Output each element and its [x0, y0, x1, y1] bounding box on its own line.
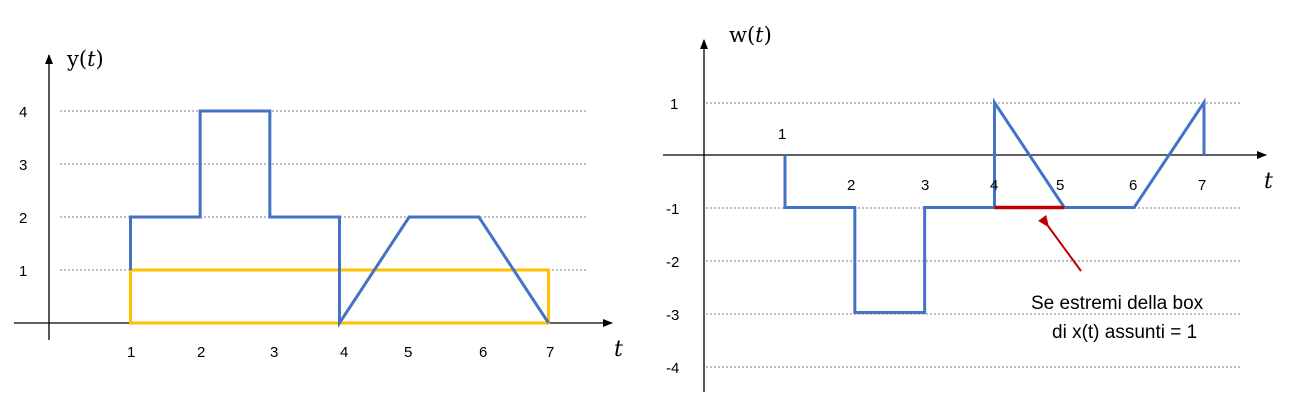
- left-x-tick-3: 3: [270, 344, 278, 361]
- left-plot: y(t) t 1 2 3 4 1 2 3 4 5 6 7: [14, 47, 623, 362]
- annotation-arrow: [1038, 214, 1082, 272]
- right-y-tick-m3: -3: [666, 307, 679, 324]
- left-x-tick-labels: 1 2 3 4 5 6 7: [127, 344, 554, 361]
- right-y-tick-labels: 1 -1 -2 -3 -4: [666, 96, 679, 377]
- right-x-tick-labels: 1 2 3 4 5 6 7: [778, 126, 1206, 194]
- left-gridlines: [60, 110, 588, 271]
- right-y-tick-m4: -4: [666, 360, 679, 377]
- right-x-tick-6: 6: [1129, 177, 1137, 194]
- left-signal-line: [129, 109, 550, 329]
- left-x-tick-7: 7: [546, 344, 554, 361]
- left-y-tick-3: 3: [19, 157, 27, 174]
- left-x-tick-6: 6: [479, 344, 487, 361]
- left-x-tick-1: 1: [127, 344, 135, 361]
- annotation-line-2: di x(t) assunti = 1: [1052, 322, 1197, 343]
- annotation-line-1: Se estremi della box: [1031, 293, 1204, 314]
- left-x-axis-label: t: [614, 337, 623, 362]
- right-y-tick-1: 1: [670, 96, 678, 113]
- right-plot: w(t) t 1 -1 -2 -3 -4 1 2 3 4 5 6 7 Se es…: [663, 23, 1273, 392]
- left-x-tick-4: 4: [340, 344, 348, 361]
- right-x-tick-1: 1: [778, 126, 786, 143]
- left-y-tick-2: 2: [19, 210, 27, 227]
- right-x-axis-label: t: [1264, 169, 1273, 194]
- right-x-tick-5: 5: [1056, 177, 1064, 194]
- right-y-tick-m2: -2: [666, 254, 679, 271]
- left-x-tick-2: 2: [197, 344, 205, 361]
- left-y-tick-4: 4: [19, 104, 27, 121]
- left-y-axis-label: y(t): [66, 47, 104, 71]
- right-x-tick-2: 2: [847, 177, 855, 194]
- left-x-tick-5: 5: [404, 344, 412, 361]
- right-x-tick-7: 7: [1198, 177, 1206, 194]
- right-signal-line: [783, 97, 1206, 314]
- right-y-axis-label: w(t): [729, 23, 772, 47]
- right-x-tick-4: 4: [990, 177, 998, 194]
- right-y-tick-m1: -1: [666, 201, 679, 218]
- right-x-tick-3: 3: [921, 177, 929, 194]
- left-y-tick-labels: 1 2 3 4: [19, 104, 27, 280]
- left-y-tick-1: 1: [19, 263, 27, 280]
